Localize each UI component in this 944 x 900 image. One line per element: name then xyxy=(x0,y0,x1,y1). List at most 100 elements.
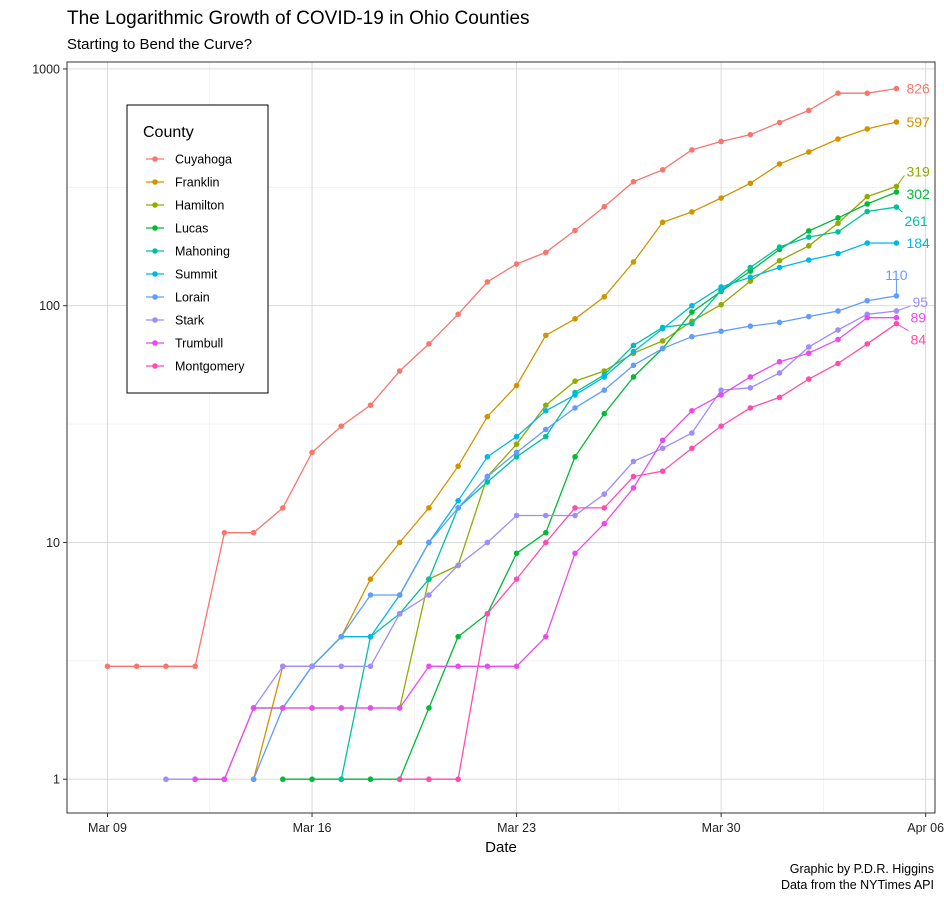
legend-item-lucas: Lucas xyxy=(146,222,208,236)
series-line-summit xyxy=(253,242,897,709)
data-point-trumbull xyxy=(484,663,491,670)
legend-item-trumbull: Trumbull xyxy=(146,337,223,351)
end-label-franklin: 597 xyxy=(906,114,930,130)
x-tick-label: Mar 09 xyxy=(88,821,127,835)
data-point-cuyahoga xyxy=(133,663,140,670)
end-label-leader xyxy=(896,206,903,213)
data-point-hamilton xyxy=(718,301,724,308)
data-point-franklin xyxy=(659,219,666,226)
data-point-trumbull xyxy=(805,350,812,357)
series-hamilton xyxy=(250,183,900,711)
data-point-franklin xyxy=(426,505,432,511)
data-point-mahoning xyxy=(835,229,841,235)
data-point-lorain xyxy=(484,473,491,480)
legend-label: Stark xyxy=(175,314,205,328)
end-label-summit: 184 xyxy=(906,235,930,251)
data-point-stark xyxy=(426,592,432,598)
data-point-cuyahoga xyxy=(689,147,695,153)
data-point-montgomery xyxy=(776,394,783,401)
data-point-lorain xyxy=(455,505,461,511)
series-line-mahoning xyxy=(340,206,897,780)
data-point-summit xyxy=(367,633,374,640)
data-point-lorain xyxy=(689,333,695,340)
legend-item-mahoning: Mahoning xyxy=(146,245,230,259)
data-point-lorain xyxy=(513,449,520,456)
data-point-franklin xyxy=(776,161,783,167)
data-point-hamilton xyxy=(543,402,549,409)
data-point-franklin xyxy=(455,463,461,469)
data-point-stark xyxy=(280,663,286,670)
data-point-trumbull xyxy=(659,437,666,444)
legend-label: Trumbull xyxy=(175,337,223,351)
series-line-lorain xyxy=(252,295,897,780)
data-point-stark xyxy=(835,327,841,333)
end-label-lorain: 110 xyxy=(885,267,908,283)
data-point-trumbull xyxy=(572,550,578,557)
data-point-stark xyxy=(396,610,403,617)
data-point-montgomery xyxy=(513,576,520,582)
legend-key-point xyxy=(152,225,158,231)
data-point-stark xyxy=(572,512,578,519)
data-point-summit xyxy=(513,433,520,440)
data-point-cuyahoga xyxy=(747,131,754,138)
series-line-cuyahoga xyxy=(107,87,897,667)
legend-item-franklin: Franklin xyxy=(146,176,220,190)
data-point-mahoning xyxy=(513,454,520,460)
legend-key-point xyxy=(152,202,158,208)
data-point-cuyahoga xyxy=(835,90,841,96)
data-point-summit xyxy=(630,348,637,355)
legend-label: Cuyahoga xyxy=(175,153,232,167)
legend-item-hamilton: Hamilton xyxy=(146,199,224,213)
data-point-hamilton xyxy=(659,338,666,344)
data-point-montgomery xyxy=(659,468,666,474)
data-point-franklin xyxy=(367,576,374,582)
data-point-summit xyxy=(893,240,900,246)
data-point-montgomery xyxy=(835,360,841,367)
data-point-franklin xyxy=(864,126,871,132)
data-point-summit xyxy=(484,454,491,460)
data-point-montgomery xyxy=(426,776,432,783)
data-point-mahoning xyxy=(805,234,812,240)
data-point-montgomery xyxy=(689,445,695,452)
end-label-cuyahoga: 826 xyxy=(906,81,930,97)
data-point-cuyahoga xyxy=(776,119,783,126)
data-point-lucas xyxy=(893,189,900,195)
data-point-cuyahoga xyxy=(543,249,549,256)
series-montgomery xyxy=(396,320,900,783)
data-point-hamilton xyxy=(776,257,783,264)
data-point-stark xyxy=(513,512,520,519)
legend-key-point xyxy=(152,271,158,277)
data-point-lucas xyxy=(601,410,608,417)
data-point-lorain xyxy=(601,387,608,393)
data-point-trumbull xyxy=(513,663,520,670)
data-point-hamilton xyxy=(864,193,871,200)
data-point-stark xyxy=(455,562,461,569)
data-point-trumbull xyxy=(192,776,198,783)
data-point-cuyahoga xyxy=(250,529,257,536)
data-point-trumbull xyxy=(864,314,871,321)
x-axis-title: Date xyxy=(485,839,517,856)
legend-key-point xyxy=(152,317,158,323)
data-point-franklin xyxy=(893,119,900,125)
legend-key-point xyxy=(152,248,158,254)
data-point-summit xyxy=(747,274,754,280)
data-point-trumbull xyxy=(338,705,345,711)
data-point-lorain xyxy=(718,328,724,335)
data-point-lucas xyxy=(543,529,549,536)
legend-label: Franklin xyxy=(175,176,220,190)
data-point-mahoning xyxy=(543,433,549,440)
legend: County Cuyahoga Franklin Hamilton Lucas Maho… xyxy=(126,104,269,394)
legend-key-point xyxy=(152,179,158,185)
data-point-cuyahoga xyxy=(280,505,286,511)
data-point-cuyahoga xyxy=(163,663,169,670)
end-label-mahoning: 261 xyxy=(904,213,928,229)
data-point-cuyahoga xyxy=(309,449,315,456)
series-layer xyxy=(104,85,900,783)
data-point-lorain xyxy=(805,313,812,320)
legend-label: Hamilton xyxy=(175,199,224,213)
data-point-mahoning xyxy=(689,320,695,327)
data-point-mahoning xyxy=(338,776,345,783)
data-point-summit xyxy=(601,374,608,380)
data-point-montgomery xyxy=(601,505,608,511)
